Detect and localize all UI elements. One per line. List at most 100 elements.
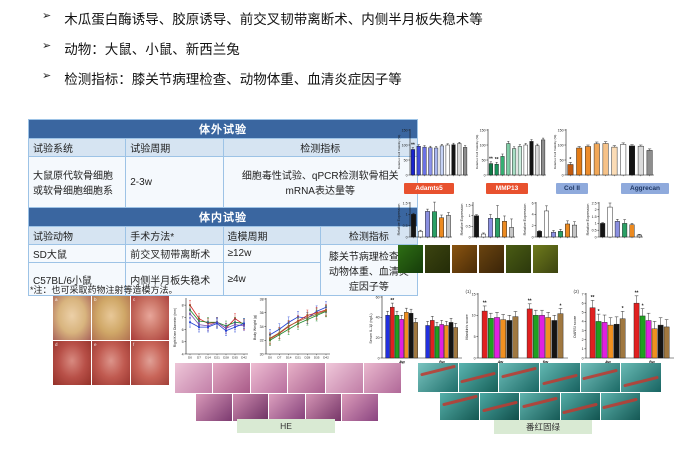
svg-text:1: 1 (582, 347, 584, 351)
cell-endpoints-merged: 膝关节病理检查、 动物体重、血清炎 症因子等 (319, 244, 419, 296)
svg-text:2: 2 (595, 208, 597, 212)
fluorescence-image (398, 245, 423, 273)
svg-text:D28: D28 (304, 356, 310, 360)
svg-text:8: 8 (182, 303, 184, 307)
svg-text:3: 3 (582, 329, 584, 333)
chart-svg: 0 2 4 6 Relative Expression (523, 201, 578, 239)
bullet-text: 检测指标：膝关节病理检查、动物体重、血清炎症因子等 (64, 72, 402, 87)
safranin-staining-row-bottom (440, 393, 641, 420)
cartilage-band (582, 368, 619, 381)
svg-text:Mankin's score: Mankin's score (465, 314, 469, 339)
svg-text:6: 6 (182, 328, 184, 332)
svg-text:D42: D42 (323, 356, 329, 360)
cell-animal: C57BL/6小鼠 (27, 262, 127, 296)
svg-text:Relative Expression: Relative Expression (586, 204, 590, 236)
panel-letter: a (55, 297, 58, 302)
svg-text:Body Weight (g): Body Weight (g) (253, 315, 257, 340)
svg-text:(1): (1) (466, 289, 472, 294)
svg-text:D21: D21 (295, 356, 301, 360)
fluorescence-image (506, 245, 531, 273)
band-label: 体外试验 (28, 119, 418, 139)
svg-text:**: ** (411, 143, 415, 149)
svg-text:D14: D14 (205, 356, 211, 360)
safranin-histology-image (499, 363, 540, 392)
svg-text:**: ** (483, 301, 487, 307)
svg-text:1: 1 (595, 222, 597, 226)
svg-text:Relative Cell Viability (%): Relative Cell Viability (%) (475, 135, 479, 170)
svg-text:0.5: 0.5 (403, 224, 408, 228)
surgery-photo: e (92, 341, 130, 385)
svg-text:2.5: 2.5 (592, 201, 597, 205)
svg-text:34: 34 (260, 325, 264, 329)
svg-text:4w: 4w (399, 360, 405, 365)
safranin-histology-image (418, 363, 458, 392)
bullet-list: ➢ 木瓜蛋白酶诱导、胶原诱导、前交叉韧带离断术、内侧半月板失稳术等 ➢ 动物：大… (42, 8, 483, 98)
table-band-invivo: 体内试验 (28, 207, 418, 227)
svg-text:Relative Expression: Relative Expression (460, 204, 464, 236)
fluorescence-image-row (398, 245, 558, 273)
col-header: 检测指标 (222, 138, 418, 157)
cell-surgery: 前交叉韧带离断术 (125, 244, 224, 263)
svg-text:**: ** (591, 295, 595, 301)
svg-text:**: ** (390, 298, 394, 304)
svg-text:Relative Cell Viability (%): Relative Cell Viability (%) (553, 135, 557, 170)
svg-text:40: 40 (376, 316, 380, 320)
table-band-invitro: 体外试验 (28, 119, 418, 139)
panel-letter: b (94, 297, 97, 302)
col-header: 手术方法* (125, 226, 224, 245)
cartilage-band (441, 394, 478, 407)
chart-expression-col2: 0 2 4 6 Relative Expression (522, 196, 580, 243)
he-staining-row-top (175, 363, 401, 393)
svg-text:1.5: 1.5 (403, 201, 408, 205)
col-header: 检测指标 (319, 226, 419, 245)
svg-text:5: 5 (182, 340, 184, 344)
safranin-histology-image (540, 363, 580, 392)
cartilage-band (419, 365, 456, 377)
cell-period: ≥4w (222, 262, 321, 296)
svg-text:D35: D35 (314, 356, 320, 360)
svg-text:60: 60 (376, 295, 380, 299)
svg-text:**: ** (635, 291, 639, 297)
svg-text:100: 100 (402, 143, 408, 147)
svg-text:4: 4 (532, 213, 534, 217)
svg-text:1.5: 1.5 (592, 215, 597, 219)
svg-text:**: ** (528, 299, 532, 305)
svg-text:32: 32 (260, 339, 264, 343)
col-header: 造模周期 (222, 226, 321, 245)
chart-expression-adamts5: 0 0.5 1 1.5 Relative Expression (396, 196, 454, 243)
svg-text:1.5: 1.5 (466, 203, 471, 207)
svg-text:5: 5 (582, 311, 584, 315)
svg-text:0: 0 (484, 173, 486, 177)
surgery-photo: f (131, 341, 169, 385)
he-histology-image (269, 394, 305, 421)
svg-text:20: 20 (376, 336, 380, 340)
svg-text:6w: 6w (543, 360, 549, 365)
arrow-bullet-icon: ➢ (42, 40, 52, 52)
svg-text:*: * (598, 309, 600, 315)
chart-expression-aggrecan: 0 0.5 1 1.5 2 2.5 Relative Expression (585, 196, 645, 243)
col-header: 试验周期 (125, 138, 224, 157)
invivo-header-row: 试验动物 手术方法* 造模周期 检测指标 (27, 226, 419, 245)
gene-label-adamts5: Adamts5 (404, 183, 454, 194)
svg-text:4: 4 (582, 320, 584, 324)
svg-text:*: * (559, 303, 561, 309)
col-header: 试验动物 (27, 226, 127, 245)
svg-text:1: 1 (406, 213, 408, 217)
safranin-stain-label: 番红固绿 (494, 420, 592, 434)
he-histology-image (288, 363, 326, 393)
cartilage-band (522, 396, 558, 408)
chart-cell-viability-2: 0 50 100 150 Relative Cell Viability (%) ** ** (474, 123, 548, 181)
safranin-histology-image (580, 363, 621, 392)
svg-text:100: 100 (558, 143, 564, 147)
invivo-row-rat: SD大鼠 前交叉韧带离断术 ≥12w 膝关节病理检查、 动物体重、血清炎 症因子… (27, 244, 419, 296)
svg-text:4: 4 (182, 352, 184, 356)
cartilage-band (501, 366, 538, 379)
surgery-photo-grid: a b c d e f (53, 296, 169, 385)
svg-text:D0: D0 (188, 356, 192, 360)
he-histology-image (175, 363, 212, 393)
